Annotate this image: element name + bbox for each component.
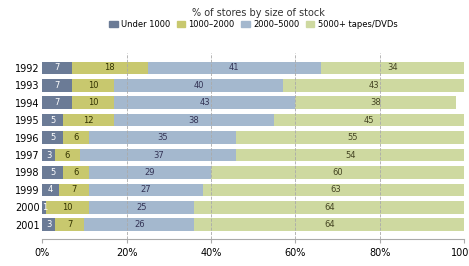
Bar: [84, 218, 194, 231]
Text: 6: 6: [65, 151, 70, 160]
Text: % of stores by size of stock: % of stores by size of stock: [191, 8, 325, 18]
Bar: [42, 97, 72, 109]
Bar: [114, 114, 274, 126]
Text: 37: 37: [153, 151, 164, 160]
Bar: [80, 149, 236, 161]
Bar: [194, 218, 464, 231]
Text: 6: 6: [73, 168, 79, 177]
Bar: [72, 97, 114, 109]
Bar: [72, 62, 148, 74]
Bar: [42, 114, 63, 126]
Bar: [55, 218, 84, 231]
Text: 26: 26: [134, 220, 144, 229]
Text: 54: 54: [345, 151, 356, 160]
Bar: [114, 79, 283, 92]
Bar: [63, 114, 114, 126]
Bar: [114, 97, 295, 109]
Legend: Under 1000, 1000–2000, 2000–5000, 5000+ tapes/DVDs: Under 1000, 1000–2000, 2000–5000, 5000+ …: [106, 16, 401, 32]
Text: 10: 10: [88, 98, 98, 107]
Bar: [203, 184, 469, 196]
Bar: [148, 62, 321, 74]
Text: 27: 27: [140, 185, 151, 194]
Bar: [46, 201, 89, 214]
Bar: [211, 166, 464, 179]
Text: 38: 38: [189, 116, 199, 125]
Text: 38: 38: [371, 98, 381, 107]
Text: 43: 43: [199, 98, 210, 107]
Bar: [42, 184, 59, 196]
Text: 60: 60: [333, 168, 343, 177]
Bar: [89, 131, 236, 144]
Text: 1: 1: [42, 203, 47, 212]
Bar: [42, 62, 72, 74]
Text: 64: 64: [324, 203, 334, 212]
Text: 18: 18: [105, 63, 115, 72]
Text: 7: 7: [54, 98, 60, 107]
Text: 40: 40: [193, 81, 204, 90]
Text: 10: 10: [88, 81, 98, 90]
Text: 4: 4: [48, 185, 53, 194]
Text: 7: 7: [67, 220, 72, 229]
Text: 55: 55: [347, 133, 358, 142]
Text: 5: 5: [50, 116, 55, 125]
Text: 7: 7: [71, 185, 76, 194]
Text: 29: 29: [144, 168, 155, 177]
Bar: [89, 166, 211, 179]
Text: 64: 64: [324, 220, 334, 229]
Text: 7: 7: [54, 63, 60, 72]
Bar: [42, 201, 46, 214]
Bar: [63, 166, 89, 179]
Text: 3: 3: [46, 151, 51, 160]
Bar: [55, 149, 80, 161]
Text: 5: 5: [50, 133, 55, 142]
Bar: [59, 184, 89, 196]
Text: 45: 45: [364, 116, 375, 125]
Text: 43: 43: [368, 81, 379, 90]
Bar: [42, 131, 63, 144]
Bar: [42, 79, 72, 92]
Text: 12: 12: [83, 116, 94, 125]
Text: 35: 35: [157, 133, 168, 142]
Text: 10: 10: [62, 203, 73, 212]
Bar: [194, 201, 464, 214]
Bar: [89, 201, 194, 214]
Text: 3: 3: [46, 220, 51, 229]
Bar: [89, 184, 203, 196]
Bar: [42, 218, 55, 231]
Bar: [42, 149, 55, 161]
Bar: [72, 79, 114, 92]
Text: 34: 34: [387, 63, 398, 72]
Text: 41: 41: [229, 63, 240, 72]
Bar: [236, 131, 469, 144]
Bar: [42, 166, 63, 179]
Bar: [236, 149, 464, 161]
Bar: [274, 114, 464, 126]
Text: 7: 7: [54, 81, 60, 90]
Text: 63: 63: [330, 185, 341, 194]
Text: 5: 5: [50, 168, 55, 177]
Bar: [321, 62, 464, 74]
Bar: [295, 97, 456, 109]
Text: 25: 25: [136, 203, 147, 212]
Text: 6: 6: [73, 133, 79, 142]
Bar: [283, 79, 464, 92]
Bar: [63, 131, 89, 144]
